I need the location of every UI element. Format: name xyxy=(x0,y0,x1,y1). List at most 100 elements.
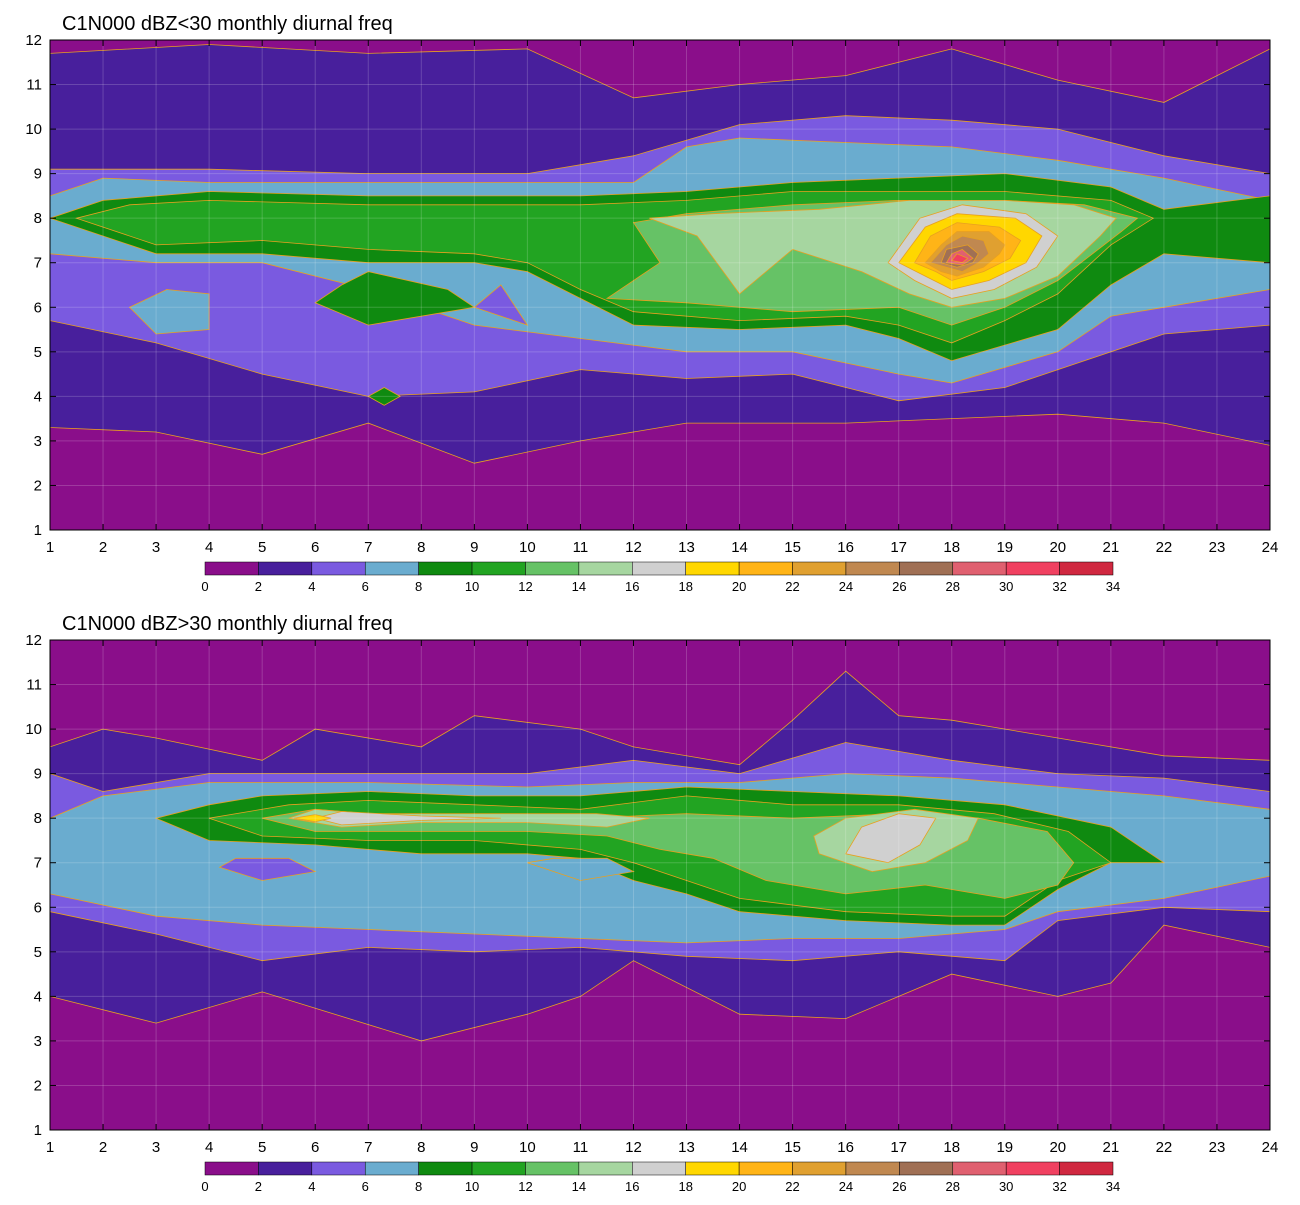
plot-frame xyxy=(49,639,1271,1131)
x-tick-label: 15 xyxy=(784,1139,801,1156)
colorbar-label: 10 xyxy=(465,579,479,594)
x-tick-label: 24 xyxy=(1262,1139,1279,1156)
colorbar-swatch xyxy=(632,1161,686,1176)
colorbar-swatch xyxy=(204,561,259,576)
colorbar-swatch xyxy=(364,1161,419,1176)
colorbar-label: 14 xyxy=(572,579,586,594)
colorbar-swatch xyxy=(418,561,473,576)
colorbar-swatch xyxy=(792,1161,847,1176)
colorbar-swatch xyxy=(1059,561,1114,576)
colorbar-swatch xyxy=(738,561,793,576)
colorbar-label: 26 xyxy=(892,1179,906,1194)
colorbar-label: 34 xyxy=(1106,1179,1120,1194)
colorbar-label: 28 xyxy=(946,579,960,594)
colorbar-swatch xyxy=(258,561,313,576)
x-tick-label: 10 xyxy=(519,1139,536,1156)
x-tick-label: 14 xyxy=(731,1139,748,1156)
x-tick-label: 7 xyxy=(364,1139,372,1156)
contour-band xyxy=(293,814,332,823)
contour-band xyxy=(950,253,969,264)
colorbar-label: 8 xyxy=(415,1179,422,1194)
x-tick-label: 20 xyxy=(1049,1139,1066,1156)
x-tick-label: 20 xyxy=(1049,539,1066,556)
y-tick-label: 4 xyxy=(34,388,42,405)
x-tick-label: 5 xyxy=(258,1139,266,1156)
x-tick-label: 17 xyxy=(890,539,907,556)
colorbar: 0 2 4 6 8 10 12 14 16 18 20 22 24 26 28 30 32 34 xyxy=(201,1161,1120,1194)
y-tick-label: 6 xyxy=(34,299,42,316)
x-tick-label: 12 xyxy=(625,539,642,556)
colorbar-swatch xyxy=(525,561,580,576)
y-tick-label: 1 xyxy=(34,1122,42,1139)
x-tick-label: 1 xyxy=(46,1139,54,1156)
x-tick-label: 18 xyxy=(943,1139,960,1156)
contour-band xyxy=(473,284,529,326)
colorbar-swatch xyxy=(311,1161,366,1176)
colorbar-swatch xyxy=(1005,561,1060,576)
x-tick-label: 11 xyxy=(573,1139,589,1156)
y-tick-label: 3 xyxy=(34,1033,42,1050)
colorbar-swatch xyxy=(1005,1161,1060,1176)
plot-area xyxy=(50,640,1270,1130)
x-tick-label: 23 xyxy=(1209,539,1226,556)
y-tick-label: 6 xyxy=(34,899,42,916)
colorbar-label: 2 xyxy=(255,1179,262,1194)
colorbar-label: 30 xyxy=(999,579,1013,594)
colorbar-swatch xyxy=(952,1161,1007,1176)
y-tick-label: 2 xyxy=(34,1077,42,1094)
x-tick-label: 9 xyxy=(470,539,478,556)
x-tick-label: 6 xyxy=(311,539,319,556)
y-tick-label: 1 xyxy=(34,522,42,539)
x-tick-label: 8 xyxy=(417,539,425,556)
contour-band xyxy=(845,813,937,864)
chart-title: C1N000 dBZ<30 monthly diurnal freq xyxy=(62,13,393,35)
colorbar-swatch xyxy=(578,561,633,576)
x-tick-label: 16 xyxy=(837,539,854,556)
x-tick-label: 13 xyxy=(678,539,695,556)
y-tick-label: 8 xyxy=(34,810,42,827)
x-tick-label: 5 xyxy=(258,539,266,556)
colorbar-swatch xyxy=(738,1161,793,1176)
y-tick-label: 5 xyxy=(34,344,42,361)
y-tick-label: 5 xyxy=(34,944,42,961)
colorbar-label: 24 xyxy=(839,1179,853,1194)
x-tick-label: 2 xyxy=(99,539,107,556)
colorbar: 0 2 4 6 8 10 12 14 16 18 20 22 24 26 28 30 32 34 xyxy=(201,561,1120,594)
colorbar-swatch xyxy=(899,1161,954,1176)
y-tick-label: 12 xyxy=(25,32,42,49)
colorbar-swatch xyxy=(578,1161,633,1176)
colorbar-label: 22 xyxy=(785,1179,799,1194)
colorbar-swatch xyxy=(845,561,900,576)
colorbar-swatch xyxy=(311,561,366,576)
x-tick-label: 15 xyxy=(784,539,801,556)
colorbar-label: 32 xyxy=(1052,1179,1066,1194)
colorbar-swatch xyxy=(364,561,419,576)
contour-band xyxy=(527,857,635,881)
colorbar-swatch xyxy=(258,1161,313,1176)
colorbar-swatch xyxy=(792,561,847,576)
x-tick-label: 4 xyxy=(205,539,213,556)
colorbar-label: 2 xyxy=(255,579,262,594)
x-tick-label: 16 xyxy=(837,1139,854,1156)
colorbar-swatch xyxy=(471,1161,526,1176)
plot-area xyxy=(50,40,1270,530)
x-tick-label: 21 xyxy=(1103,1139,1120,1156)
x-tick-label: 22 xyxy=(1156,539,1173,556)
y-tick-label: 9 xyxy=(34,766,42,783)
x-tick-label: 3 xyxy=(152,539,160,556)
colorbar-swatch xyxy=(952,561,1007,576)
colorbar-swatch xyxy=(525,1161,580,1176)
x-tick-label: 8 xyxy=(417,1139,425,1156)
colorbar-label: 26 xyxy=(892,579,906,594)
colorbar-label: 6 xyxy=(362,1179,369,1194)
y-tick-label: 8 xyxy=(34,210,42,227)
x-tick-label: 2 xyxy=(99,1139,107,1156)
colorbar-label: 32 xyxy=(1052,579,1066,594)
colorbar-label: 18 xyxy=(678,579,692,594)
y-tick-label: 2 xyxy=(34,477,42,494)
colorbar-swatch xyxy=(845,1161,900,1176)
colorbar-label: 28 xyxy=(946,1179,960,1194)
